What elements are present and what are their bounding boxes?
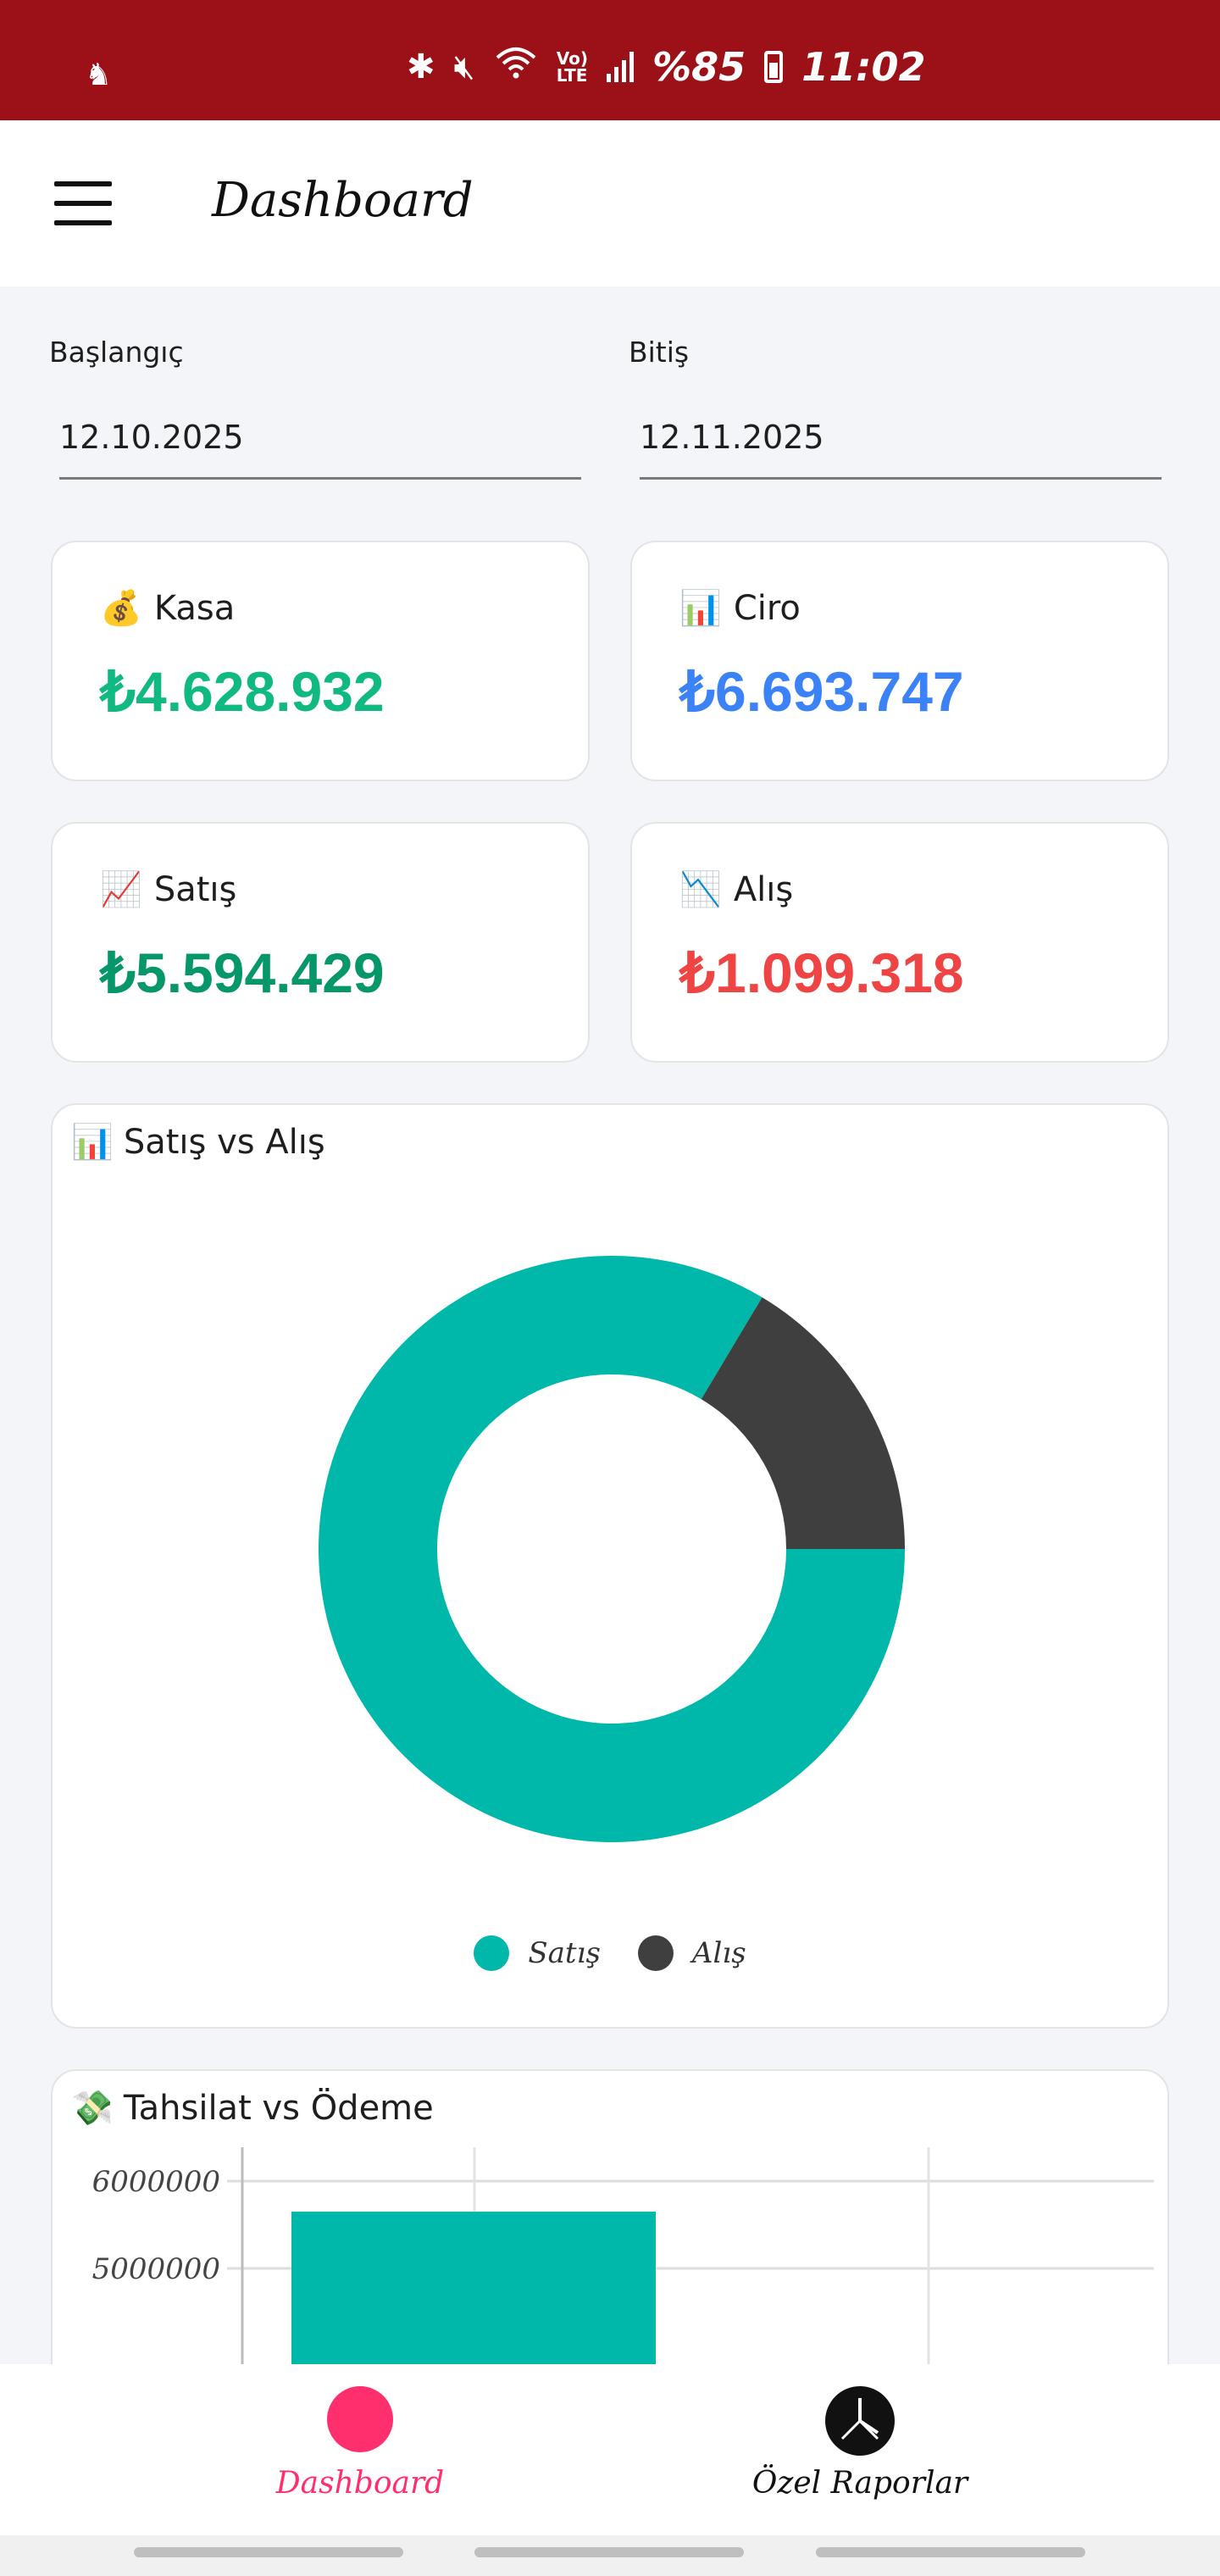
chart-down-icon: 📉 (679, 870, 722, 909)
status-icons: ✱ 🔇︎ Vo) LTE %85 11:02 (407, 44, 926, 90)
mute-icon: 🔇︎ (453, 47, 475, 86)
stat-label: Kasa (153, 588, 236, 628)
y-tick-label: 6000000 (92, 2165, 220, 2199)
gesture-handle-right[interactable] (816, 2547, 1085, 2557)
gesture-handle-center[interactable] (474, 2547, 744, 2557)
stat-card-kasa: 💰 Kasa ₺4.628.932 (51, 541, 590, 781)
battery-percent: %85 (652, 44, 746, 90)
legend-item-alis[interactable]: Alış (637, 1935, 746, 1971)
nav-item-ozel-raporlar[interactable]: Özel Raporlar (555, 2364, 1165, 2535)
legend-swatch (474, 1935, 510, 1971)
wifi-icon (494, 46, 538, 88)
notification-icon: ♞ (85, 58, 113, 92)
donut-chart (318, 1255, 905, 1842)
page-title: Dashboard (212, 173, 474, 228)
donut-chart-card: 📊 Satış vs Alış Satış Alış (51, 1103, 1169, 2029)
status-bar: ♞ ✱ 🔇︎ Vo) LTE %85 11:02 (0, 0, 1220, 120)
nav-label: Dashboard (275, 2466, 445, 2501)
stat-card-satis: 📈 Satış ₺5.594.429 (51, 822, 590, 1063)
donut-slice-alış[interactable] (701, 1297, 905, 1549)
menu-icon[interactable] (54, 181, 112, 225)
stat-label: Ciro (733, 588, 801, 628)
stat-value: ₺6.693.747 (679, 660, 964, 723)
bottom-navigation: Dashboard Özel Raporlar (0, 2364, 1220, 2535)
legend-item-satis[interactable]: Satış (474, 1935, 601, 1971)
legend-label: Satış (528, 1936, 601, 1970)
money-bag-icon: 💰 (100, 589, 142, 628)
donut-slice-satış[interactable] (318, 1255, 905, 1842)
start-date-field[interactable]: 12.10.2025 (59, 405, 581, 480)
bar-chart-icon: 📊 (679, 589, 722, 628)
volte-icon: Vo) LTE (556, 48, 588, 86)
stat-card-ciro: 📊 Ciro ₺6.693.747 (630, 541, 1169, 781)
chart-title: Tahsilat vs Ödeme (123, 2088, 434, 2128)
reports-icon (825, 2386, 895, 2456)
chart-up-icon: 📈 (100, 870, 142, 909)
signal-icon (606, 52, 634, 82)
stat-card-alis: 📉 Alış ₺1.099.318 (630, 822, 1169, 1063)
nav-item-dashboard[interactable]: Dashboard (55, 2364, 665, 2535)
gesture-handle-left[interactable] (134, 2547, 403, 2557)
money-with-wings-icon: 💸 (71, 2089, 114, 2128)
stat-value: ₺1.099.318 (679, 941, 964, 1004)
nav-label: Özel Raporlar (751, 2466, 968, 2501)
clock: 11:02 (801, 44, 926, 90)
end-date-label: Bitiş (629, 336, 690, 369)
app-bar: Dashboard (0, 120, 1220, 286)
end-date-value: 12.11.2025 (640, 419, 824, 456)
stat-label: Alış (733, 869, 794, 909)
chart-title: Satış vs Alış (123, 1122, 325, 1162)
legend-label: Alış (691, 1936, 746, 1970)
y-tick-label: 5000000 (92, 2252, 220, 2286)
chart-legend: Satış Alış (53, 1935, 1167, 1971)
legend-swatch (637, 1935, 674, 1971)
battery-icon (764, 51, 784, 83)
bluetooth-icon: ✱ (407, 47, 435, 86)
start-date-label: Başlangıç (49, 336, 184, 369)
dashboard-icon (327, 2386, 393, 2452)
stat-value: ₺5.594.429 (100, 941, 385, 1004)
stat-value: ₺4.628.932 (100, 660, 385, 723)
start-date-value: 12.10.2025 (59, 419, 244, 456)
stat-label: Satış (153, 869, 237, 909)
bar-chart-icon: 📊 (71, 1123, 114, 1162)
end-date-field[interactable]: 12.11.2025 (640, 405, 1162, 480)
bar-chart-card: 💸 Tahsilat vs Ödeme 6000000 5000000 (51, 2069, 1169, 2408)
